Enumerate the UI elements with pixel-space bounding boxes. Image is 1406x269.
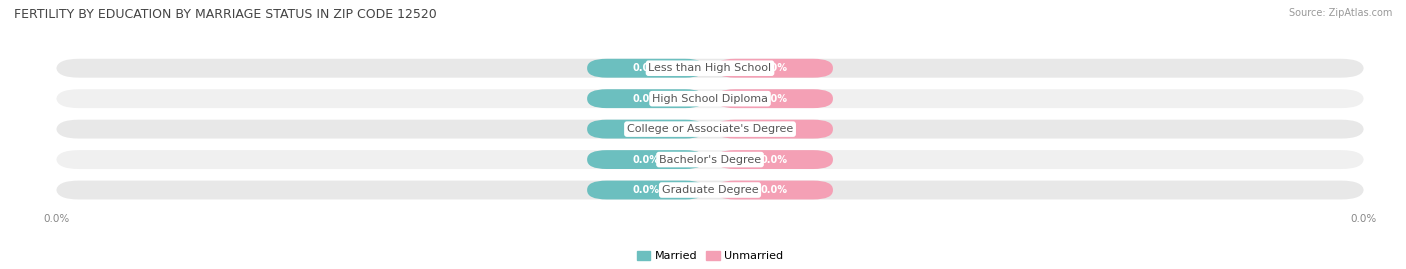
Text: FERTILITY BY EDUCATION BY MARRIAGE STATUS IN ZIP CODE 12520: FERTILITY BY EDUCATION BY MARRIAGE STATU… bbox=[14, 8, 437, 21]
FancyBboxPatch shape bbox=[716, 150, 832, 169]
Text: 0.0%: 0.0% bbox=[633, 124, 659, 134]
Text: 0.0%: 0.0% bbox=[633, 63, 659, 73]
FancyBboxPatch shape bbox=[588, 59, 704, 78]
FancyBboxPatch shape bbox=[588, 180, 704, 200]
FancyBboxPatch shape bbox=[716, 59, 832, 78]
Text: Bachelor's Degree: Bachelor's Degree bbox=[659, 155, 761, 165]
Legend: Married, Unmarried: Married, Unmarried bbox=[633, 246, 787, 266]
FancyBboxPatch shape bbox=[716, 89, 832, 108]
FancyBboxPatch shape bbox=[588, 120, 704, 139]
FancyBboxPatch shape bbox=[716, 120, 832, 139]
Text: 0.0%: 0.0% bbox=[761, 63, 787, 73]
Text: Source: ZipAtlas.com: Source: ZipAtlas.com bbox=[1288, 8, 1392, 18]
FancyBboxPatch shape bbox=[56, 150, 1364, 169]
Text: 0.0%: 0.0% bbox=[761, 155, 787, 165]
FancyBboxPatch shape bbox=[588, 150, 704, 169]
Text: Graduate Degree: Graduate Degree bbox=[662, 185, 758, 195]
Text: 0.0%: 0.0% bbox=[633, 94, 659, 104]
FancyBboxPatch shape bbox=[56, 180, 1364, 200]
Text: College or Associate's Degree: College or Associate's Degree bbox=[627, 124, 793, 134]
FancyBboxPatch shape bbox=[588, 89, 704, 108]
FancyBboxPatch shape bbox=[56, 59, 1364, 78]
Text: Less than High School: Less than High School bbox=[648, 63, 772, 73]
FancyBboxPatch shape bbox=[56, 120, 1364, 139]
Text: 0.0%: 0.0% bbox=[633, 185, 659, 195]
Text: 0.0%: 0.0% bbox=[633, 155, 659, 165]
Text: 0.0%: 0.0% bbox=[761, 124, 787, 134]
Text: 0.0%: 0.0% bbox=[761, 94, 787, 104]
Text: 0.0%: 0.0% bbox=[761, 185, 787, 195]
FancyBboxPatch shape bbox=[716, 180, 832, 200]
Text: High School Diploma: High School Diploma bbox=[652, 94, 768, 104]
FancyBboxPatch shape bbox=[56, 89, 1364, 108]
